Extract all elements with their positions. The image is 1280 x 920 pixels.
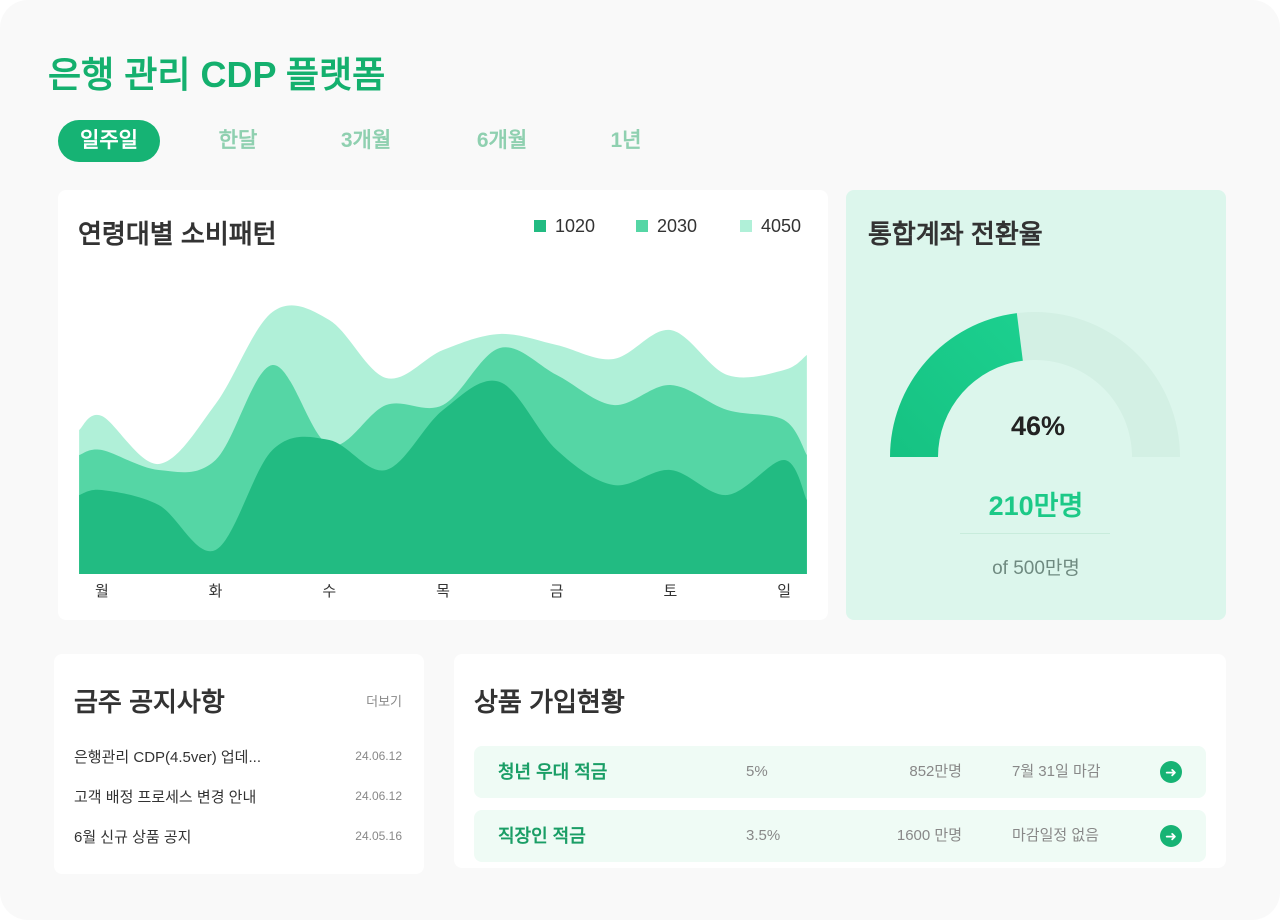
more-link[interactable]: 더보기 xyxy=(366,694,402,709)
gauge-count: 210만명 xyxy=(988,491,1084,521)
notice-date: 24.06.12 xyxy=(355,789,402,803)
tab[interactable]: 일주일 xyxy=(58,120,160,162)
legend-label: 1020 xyxy=(555,216,595,236)
notice-date: 24.06.12 xyxy=(355,749,402,763)
x-tick-label: 수 xyxy=(322,583,336,600)
x-tick-label: 토 xyxy=(664,583,678,600)
product-count: 1600 만명 xyxy=(896,827,962,844)
product-rate: 3.5% xyxy=(746,827,781,844)
product-row[interactable]: 청년 우대 적금 5% 852만명 7월 31일 마감 ➜ xyxy=(474,746,1206,798)
notice-item[interactable]: 고객 배정 프로세스 변경 안내 xyxy=(74,789,257,806)
product-name: 직장인 적금 xyxy=(498,826,586,846)
x-tick-label: 월 xyxy=(95,583,109,600)
tab[interactable]: 6개월 xyxy=(476,129,528,152)
legend-swatch xyxy=(740,220,752,232)
gauge-label: 46% xyxy=(1011,411,1065,441)
legend-label: 2030 xyxy=(657,216,697,236)
arrow-button[interactable]: ➜ xyxy=(1160,825,1182,847)
x-tick-label: 화 xyxy=(209,583,223,600)
page-title: 은행 관리 CDP 플랫폼 xyxy=(48,54,386,95)
gauge-total: of 500만명 xyxy=(992,558,1080,579)
arrow-button[interactable]: ➜ xyxy=(1160,761,1182,783)
x-tick-label: 목 xyxy=(436,583,450,600)
product-title: 상품 가입현황 xyxy=(474,687,625,717)
x-tick-label: 금 xyxy=(550,583,564,600)
product-deadline: 마감일정 없음 xyxy=(1012,827,1099,844)
legend-swatch xyxy=(534,220,546,232)
chart-title: 연령대별 소비패턴 xyxy=(78,219,277,249)
product-rate: 5% xyxy=(746,763,768,780)
legend-label: 4050 xyxy=(761,216,801,236)
tab[interactable]: 3개월 xyxy=(340,129,392,152)
divider xyxy=(960,533,1110,534)
notice-card xyxy=(54,654,424,874)
legend-swatch xyxy=(636,220,648,232)
product-deadline: 7월 31일 마감 xyxy=(1012,763,1101,780)
notice-item[interactable]: 6월 신규 상품 공지 xyxy=(74,829,192,846)
x-tick-label: 일 xyxy=(777,583,791,600)
product-row[interactable]: 직장인 적금 3.5% 1600 만명 마감일정 없음 ➜ xyxy=(474,810,1206,862)
notice-date: 24.05.16 xyxy=(355,829,402,843)
notice-title: 금주 공지사항 xyxy=(74,687,225,717)
notice-item[interactable]: 은행관리 CDP(4.5ver) 업데... xyxy=(74,749,261,766)
tab[interactable]: 1년 xyxy=(610,129,642,152)
gauge-value xyxy=(890,313,1023,457)
gauge-title: 통합계좌 전환율 xyxy=(868,219,1043,249)
product-count: 852만명 xyxy=(909,763,962,780)
tab[interactable]: 한달 xyxy=(218,129,258,152)
product-name: 청년 우대 적금 xyxy=(498,762,608,782)
area xyxy=(79,380,807,574)
